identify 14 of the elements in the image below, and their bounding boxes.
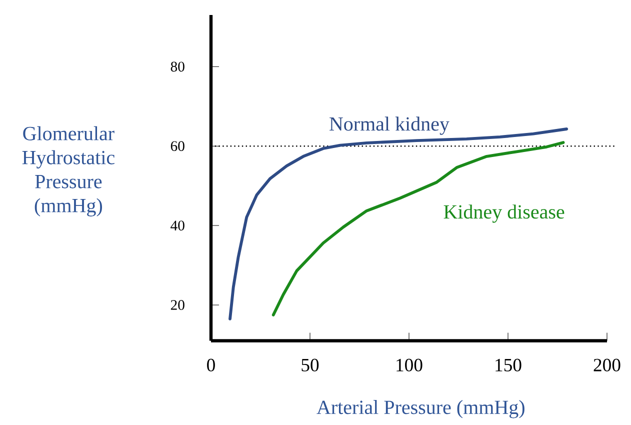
series-label: Normal kidney: [330, 116, 450, 135]
line-series: [272, 141, 565, 316]
y-tick-label: 40: [170, 220, 184, 230]
y-tick-label: 60: [170, 141, 184, 152]
x-axis-title: Arterial Pressure (mmHg): [316, 400, 524, 418]
x-tick-label: 150: [496, 358, 522, 372]
x-tick-label: 100: [396, 358, 422, 372]
y-axis-title: Glomerular Hydrostatic Pressure (mmHg): [22, 126, 114, 216]
y-tick-label: 20: [170, 300, 184, 310]
series-label: Kidney disease: [444, 204, 564, 223]
x-tick-label: 0: [207, 358, 215, 372]
x-tick-label: 200: [594, 358, 620, 372]
y-tick-label: 80: [170, 62, 184, 72]
x-tick-label: 50: [302, 358, 319, 372]
